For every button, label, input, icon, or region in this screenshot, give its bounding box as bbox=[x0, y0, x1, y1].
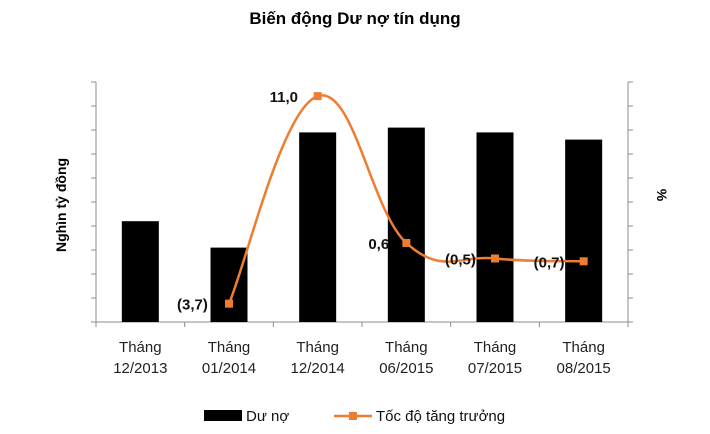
line-series bbox=[225, 92, 588, 308]
line-data-label: (0,7) bbox=[534, 254, 565, 271]
legend-label-bar: Dư nợ bbox=[246, 408, 289, 425]
legend-label-line: Tốc độ tăng trưởng bbox=[376, 408, 505, 425]
growth-line bbox=[227, 94, 584, 305]
line-data-label: (0,5) bbox=[445, 251, 476, 268]
axes bbox=[91, 81, 633, 327]
y-axis-left-title: Nghìn tỷ đồng bbox=[53, 158, 69, 252]
line-marker bbox=[313, 92, 322, 101]
line-data-label: 11,0 bbox=[270, 89, 298, 106]
line-marker bbox=[225, 299, 233, 308]
line-data-label: (3,7) bbox=[177, 297, 208, 314]
x-tick-label: Tháng 01/2014 bbox=[202, 339, 256, 377]
line-marker bbox=[402, 238, 411, 247]
x-tick-label: Tháng 12/2013 bbox=[113, 339, 167, 377]
bar bbox=[210, 247, 248, 322]
x-tick-label: Tháng 07/2015 bbox=[468, 339, 522, 377]
line-marker bbox=[491, 254, 499, 263]
line-data-label: 0,6 bbox=[368, 236, 389, 253]
y-axis-right-title: % bbox=[654, 189, 670, 202]
data-labels: (3,7) 11,0 0,6 (0,5) (0,7) bbox=[177, 89, 565, 314]
category-labels: Tháng 12/2013 Tháng 01/2014 Tháng 12/2014 Thán… bbox=[113, 339, 611, 377]
chart-title: Biến động Dư nợ tín dụng bbox=[249, 9, 460, 28]
bar-series bbox=[121, 127, 603, 322]
bar bbox=[565, 139, 603, 322]
bar bbox=[121, 221, 159, 322]
x-tick-label: Tháng 12/2014 bbox=[291, 339, 345, 377]
x-tick-label: Tháng 06/2015 bbox=[379, 339, 433, 377]
legend-swatch-marker bbox=[349, 412, 357, 420]
legend: Dư nợ Tốc độ tăng trưởng bbox=[204, 408, 505, 425]
x-tick-label: Tháng 08/2015 bbox=[557, 339, 611, 377]
line-marker bbox=[579, 257, 588, 266]
bar bbox=[476, 132, 514, 322]
bar bbox=[299, 132, 337, 322]
legend-swatch-bar bbox=[204, 410, 242, 421]
